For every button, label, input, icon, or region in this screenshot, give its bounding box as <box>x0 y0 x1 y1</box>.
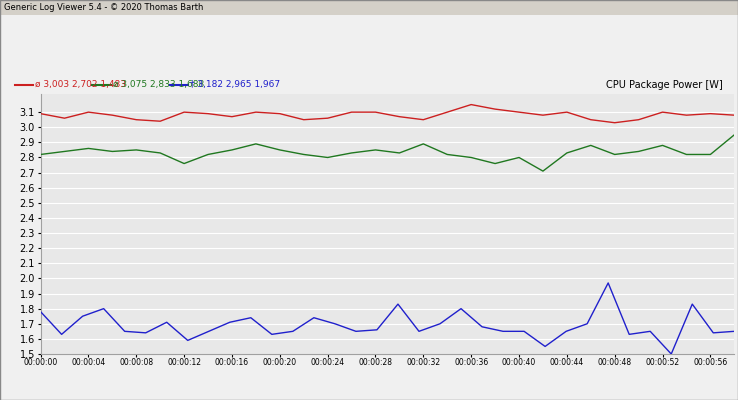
Text: CPU Package Power [W]: CPU Package Power [W] <box>607 80 723 90</box>
Text: Generic Log Viewer 5.4 - © 2020 Thomas Barth: Generic Log Viewer 5.4 - © 2020 Thomas B… <box>4 3 203 12</box>
Text: ø 3,075 2,833 1,688: ø 3,075 2,833 1,688 <box>113 80 204 90</box>
Text: ø 3,003 2,702 1,483: ø 3,003 2,702 1,483 <box>35 80 126 90</box>
Text: † 3,182 2,965 1,967: † 3,182 2,965 1,967 <box>190 80 280 90</box>
